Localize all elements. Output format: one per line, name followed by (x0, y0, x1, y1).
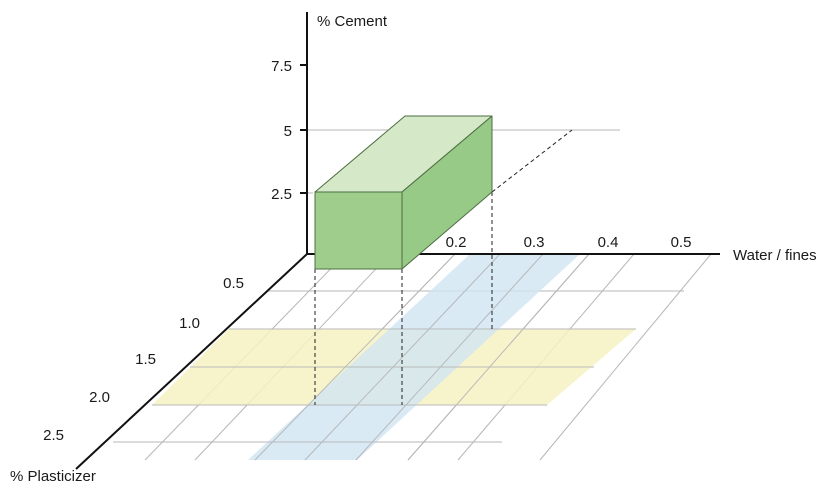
cement-axis-label: % Cement (317, 13, 388, 30)
plasticizer-tick-label-2.5: 2.5 (43, 427, 64, 444)
water-fines-axis-label: Water / fines (733, 247, 817, 264)
water-tick-label-0.2: 0.2 (446, 234, 467, 251)
cement-region-box (314, 115, 493, 270)
plasticizer-tick-label-0.5: 0.5 (223, 275, 244, 292)
projection-back-diagonal (491, 129, 573, 193)
water-tick-label-0.4: 0.4 (598, 234, 619, 251)
cement-tick-label-5: 5 (284, 123, 292, 140)
grid-overlay-w-a (254, 253, 456, 461)
projection-lines (314, 129, 573, 405)
cement-axis-ticks (300, 64, 307, 194)
box-front-face (314, 191, 403, 270)
cement-tick-label-7.5: 7.5 (271, 58, 292, 75)
grid-overlay-w-d (407, 253, 590, 461)
plasticizer-tick-label-2.0: 2.0 (89, 389, 110, 406)
water-fines-band (248, 254, 580, 460)
grid-line-w-0.5 (539, 253, 712, 461)
water-tick-label-0.5: 0.5 (671, 234, 692, 251)
water-tick-label-0.3: 0.3 (524, 234, 545, 251)
plasticizer-tick-label-1.5: 1.5 (135, 351, 156, 368)
cement-tick-label-2.5: 2.5 (271, 186, 292, 203)
plasticizer-axis-label: % Plasticizer (10, 468, 96, 485)
plasticizer-tick-label-1.0: 1.0 (179, 315, 200, 332)
plasticizer-axis (75, 253, 308, 470)
grid-overlay-w-c (355, 253, 544, 461)
